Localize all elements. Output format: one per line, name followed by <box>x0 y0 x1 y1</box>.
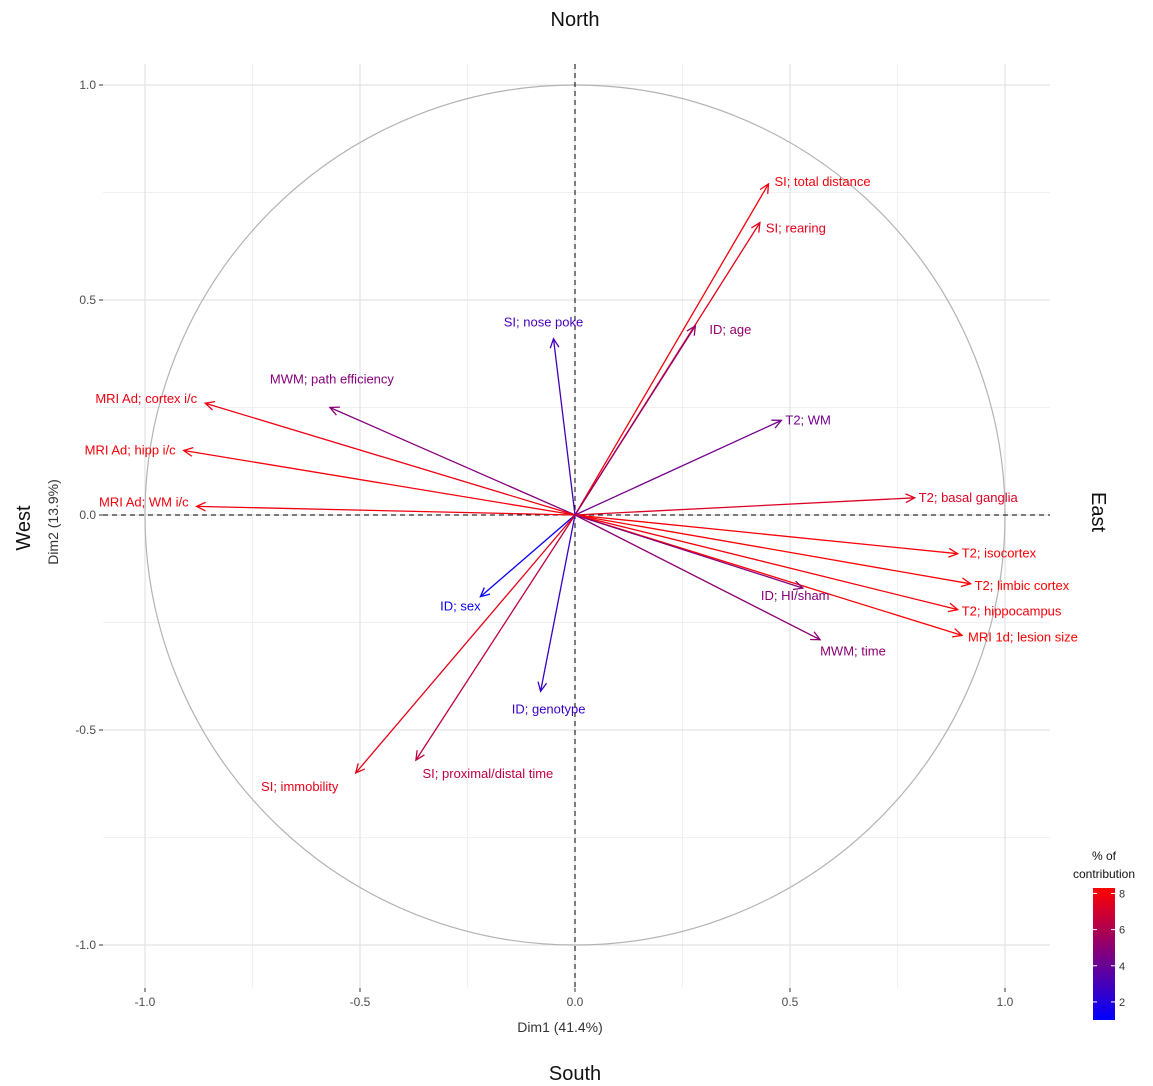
legend-color-bar <box>1093 888 1115 1020</box>
arrow-shaft <box>574 497 915 516</box>
variable-label: SI; immobility <box>261 779 339 794</box>
arrow-head <box>195 501 206 512</box>
legend-tick-label: 8 <box>1119 888 1125 900</box>
variable-label: ID; HI/sham <box>761 588 830 603</box>
arrow-head <box>771 419 783 429</box>
x-tick-label: 0.5 <box>782 995 799 1009</box>
arrow-head <box>182 447 194 457</box>
variable-label: T2; limbic cortex <box>975 578 1070 593</box>
arrow-shaft <box>552 338 576 516</box>
arrow-head <box>759 182 770 194</box>
legend-title-line2: contribution <box>1073 867 1135 881</box>
legend-title-line1: % of <box>1092 849 1117 863</box>
variable-label: T2; WM <box>785 412 831 427</box>
variable-labels: SI; total distance SI; rearing ID; age SI; … <box>85 174 1078 794</box>
arrow-head <box>686 324 697 336</box>
variable-label: MRI Ad; hipp i/c <box>85 443 177 458</box>
variable-label: T2; isocortex <box>962 546 1037 561</box>
variable-label: SI; rearing <box>766 221 826 236</box>
variable-label: MRI Ad; cortex i/c <box>95 391 197 406</box>
y-tick-label: -1.0 <box>75 938 96 952</box>
arrow-head <box>905 493 917 504</box>
variable-label: MRI 1d; lesion size <box>968 629 1078 644</box>
variable-label: SI; nose poke <box>504 315 584 330</box>
variable-arrows <box>182 182 973 775</box>
east-label: East <box>1087 492 1109 532</box>
y-axis-ticks: 1.0 0.5 0.0 -0.5 -1.0 <box>75 78 103 952</box>
arrow-shaft <box>355 514 576 774</box>
variable-label: ID; sex <box>440 599 481 614</box>
variable-label: ID; age <box>709 322 751 337</box>
arrow-shaft <box>539 514 576 692</box>
variable-label: MWM; time <box>820 644 886 659</box>
arrow-head <box>415 750 425 762</box>
variable-label: MWM; path efficiency <box>270 372 395 387</box>
arrow-shaft <box>329 406 576 516</box>
arrow-head <box>328 406 340 416</box>
legend-ticks: 2 4 6 8 <box>1093 888 1125 1009</box>
arrow-head <box>479 587 491 598</box>
x-axis-ticks: -1.0 -0.5 0.0 0.5 1.0 <box>135 988 1014 1009</box>
arrow-shaft <box>574 514 958 555</box>
arrow-shaft <box>574 183 770 516</box>
arrow-head <box>549 337 560 349</box>
variable-label: MRI Ad; WM i/c <box>99 494 189 509</box>
y-axis-title: Dim2 (13.9%) <box>45 479 61 565</box>
y-tick-label: 0.0 <box>79 508 96 522</box>
south-label: South <box>549 1063 601 1085</box>
variable-label: T2; basal ganglia <box>919 490 1019 505</box>
arrow-shaft <box>479 514 576 598</box>
y-tick-label: 1.0 <box>79 78 96 92</box>
legend-tick-label: 2 <box>1119 997 1125 1009</box>
arrow-shaft <box>574 514 804 589</box>
x-axis-title: Dim1 (41.4%) <box>517 1019 603 1035</box>
arrow-head <box>792 580 805 591</box>
arrow-shaft <box>196 505 576 516</box>
arrow-head <box>952 628 964 638</box>
arrow-head <box>203 401 216 411</box>
variable-label: SI; total distance <box>775 174 871 189</box>
arrow-head <box>960 577 973 588</box>
arrow-head <box>354 763 366 775</box>
arrow-head <box>947 602 960 613</box>
arrow-shaft <box>183 449 576 516</box>
legend-tick-label: 6 <box>1119 925 1125 937</box>
x-tick-label: 0.0 <box>567 995 584 1009</box>
y-tick-label: -0.5 <box>75 723 96 737</box>
arrow-head <box>751 221 761 233</box>
legend-tick-label: 4 <box>1119 961 1125 973</box>
north-label: North <box>551 9 600 31</box>
contribution-legend: % of contribution 2 4 6 8 <box>1073 849 1135 1020</box>
variable-label: SI; proximal/distal time <box>423 766 554 781</box>
arrow-head <box>537 681 548 693</box>
x-tick-label: 1.0 <box>997 995 1014 1009</box>
arrow-head <box>810 631 822 641</box>
x-tick-label: -0.5 <box>350 995 371 1009</box>
arrow-shaft <box>574 514 821 641</box>
arrow-shaft <box>574 514 958 611</box>
arrow-shaft <box>415 514 576 761</box>
arrow-shaft <box>574 419 782 516</box>
variable-label: ID; genotype <box>512 701 586 716</box>
west-label: West <box>13 505 35 551</box>
arrow-shaft <box>574 325 696 516</box>
arrow-head <box>948 547 960 558</box>
y-tick-label: 0.5 <box>79 293 96 307</box>
x-tick-label: -1.0 <box>135 995 156 1009</box>
grid <box>103 64 1050 988</box>
variable-label: T2; hippocampus <box>962 604 1062 619</box>
arrow-shaft <box>205 402 576 516</box>
arrow-shaft <box>574 514 971 585</box>
